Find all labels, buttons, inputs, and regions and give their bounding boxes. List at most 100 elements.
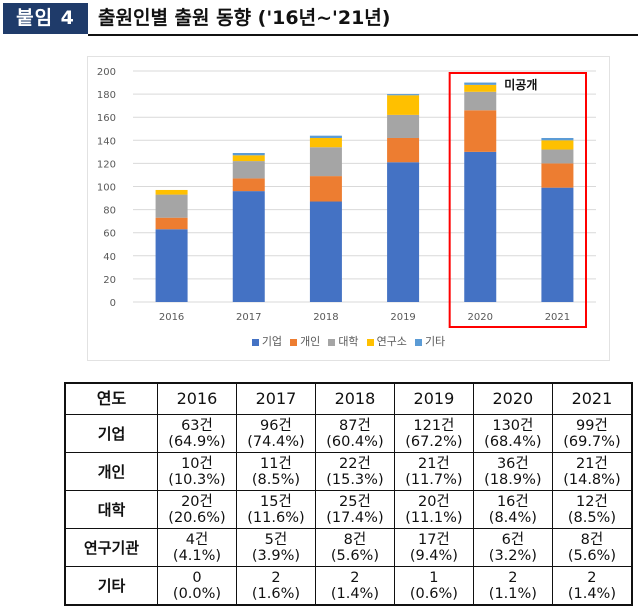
bar-segment-2020-2 [464, 91, 497, 111]
count-value: 4건 [185, 531, 209, 548]
header-cell: 2019 [393, 382, 474, 415]
count-value: 2 [587, 569, 597, 586]
legend-item: 기타 [414, 333, 445, 349]
table-cell: 2 (1.1%) [472, 566, 553, 606]
table-cell: 22건 (15.3%) [314, 452, 395, 491]
percent-value: (11.1%) [405, 509, 463, 526]
table-cell: 20건 (20.6%) [157, 490, 237, 529]
percent-value: (15.3%) [326, 471, 384, 488]
data-table: 연도 2016 2017 2018 2019 2020 2021 기업 63건 (6… [64, 382, 633, 606]
header-cell: 2020 [472, 382, 553, 415]
percent-value: (5.6%) [567, 547, 616, 564]
bar-segment-2017-0 [232, 191, 265, 302]
x-axis-ticks: 2016 2017 2018 2019 2020 2021 [159, 312, 570, 323]
table-cell: 36건 (18.9%) [472, 452, 553, 491]
legend-label: 연구소 [376, 335, 407, 348]
percent-value: (5.6%) [330, 547, 379, 564]
percent-value: (18.9%) [484, 471, 542, 488]
x-tick-label: 2018 [313, 312, 338, 323]
count-value: 5건 [264, 531, 288, 548]
legend-item: 기업 [251, 333, 282, 349]
bar-segment-2019-0 [387, 162, 420, 302]
table-cell: 11건 (8.5%) [235, 452, 316, 491]
appendix-badge: 붙임 4 [3, 3, 88, 34]
y-tick-label: 40 [103, 252, 116, 263]
count-value: 22건 [339, 455, 371, 472]
y-tick-label: 20 [103, 275, 116, 286]
percent-value: (17.4%) [326, 509, 384, 526]
x-tick-label: 2016 [159, 312, 184, 323]
bar-segment-2018-0 [309, 201, 342, 302]
bar-segment-2016-0 [155, 229, 188, 302]
legend-swatch-icon [366, 338, 374, 346]
legend-swatch-icon [290, 338, 298, 346]
row-label: 기업 [64, 414, 158, 453]
table-cell: 16건 (8.4%) [472, 490, 553, 529]
percent-value: (4.1%) [172, 547, 222, 564]
y-tick-label: 160 [97, 113, 116, 124]
bar-segment-2021-0 [541, 187, 574, 302]
table-cell: 25건 (17.4%) [314, 490, 395, 529]
count-value: 20건 [181, 493, 213, 510]
x-tick-label: 2020 [468, 312, 493, 323]
count-value: 25건 [339, 493, 371, 510]
header-cell: 2018 [314, 382, 395, 415]
bar-segment-2018-1 [309, 176, 342, 202]
table-cell: 2 (1.4%) [314, 566, 395, 606]
count-value: 8건 [580, 531, 604, 548]
header-cell: 2017 [235, 382, 316, 415]
bar-segment-2021-2 [541, 149, 574, 164]
table-cell: 1 (0.6%) [393, 566, 474, 606]
count-value: 2 [508, 569, 518, 586]
percent-value: (8.5%) [567, 509, 616, 526]
bars [155, 82, 574, 302]
percent-value: (20.6%) [168, 509, 226, 526]
count-value: 0 [192, 569, 202, 586]
bar-segment-2017-1 [232, 178, 265, 192]
table-cell: 20건 (11.1%) [393, 490, 474, 529]
count-value: 1 [429, 569, 439, 586]
legend-item: 연구소 [366, 333, 407, 349]
table-cell: 63건 (64.9%) [157, 414, 237, 453]
percent-value: (74.4%) [247, 433, 305, 450]
percent-value: (8.5%) [251, 471, 301, 488]
count-value: 130건 [492, 417, 534, 434]
percent-value: (0.0%) [172, 585, 222, 602]
y-tick-label: 180 [97, 90, 116, 101]
table-cell: 87건 (60.4%) [314, 414, 395, 453]
table-cell: 21건 (14.8%) [551, 452, 633, 491]
percent-value: (60.4%) [326, 433, 384, 450]
count-value: 2 [350, 569, 360, 586]
table-cell: 12건 (8.5%) [551, 490, 633, 529]
count-value: 87건 [339, 417, 371, 434]
y-tick-label: 200 [97, 67, 116, 78]
y-axis-ticks: 0 20 40 60 80 100 120 140 160 180 200 [97, 67, 116, 309]
percent-value: (14.8%) [563, 471, 621, 488]
percent-value: (1.6%) [251, 585, 301, 602]
percent-value: (64.9%) [168, 433, 226, 450]
bar-segment-2021-4 [541, 137, 574, 141]
count-value: 121건 [413, 417, 455, 434]
count-value: 21건 [417, 455, 450, 472]
y-tick-label: 140 [97, 136, 116, 147]
bar-segment-2018-3 [309, 137, 342, 148]
percent-value: (3.9%) [251, 547, 301, 564]
legend-label: 개인 [300, 335, 321, 348]
legend-item: 대학 [328, 333, 359, 349]
bar-segment-2019-1 [387, 137, 420, 163]
y-tick-label: 120 [97, 159, 116, 170]
unpublished-label: 미공개 [504, 77, 537, 92]
row-label: 개인 [64, 452, 158, 491]
row-label: 기타 [64, 566, 158, 606]
bar-segment-2018-2 [309, 147, 342, 177]
x-tick-label: 2017 [236, 312, 261, 323]
legend-label: 대학 [338, 335, 359, 348]
table-cell: 0 (0.0%) [157, 566, 237, 606]
percent-value: (11.7%) [405, 471, 463, 488]
percent-value: (9.4%) [409, 547, 458, 564]
title-underline [88, 34, 638, 36]
page-title: 출원인별 출원 동향 ('16년~'21년) [98, 7, 391, 29]
percent-value: (11.6%) [247, 509, 305, 526]
bar-segment-2019-2 [387, 114, 420, 138]
count-value: 63건 [181, 417, 213, 434]
